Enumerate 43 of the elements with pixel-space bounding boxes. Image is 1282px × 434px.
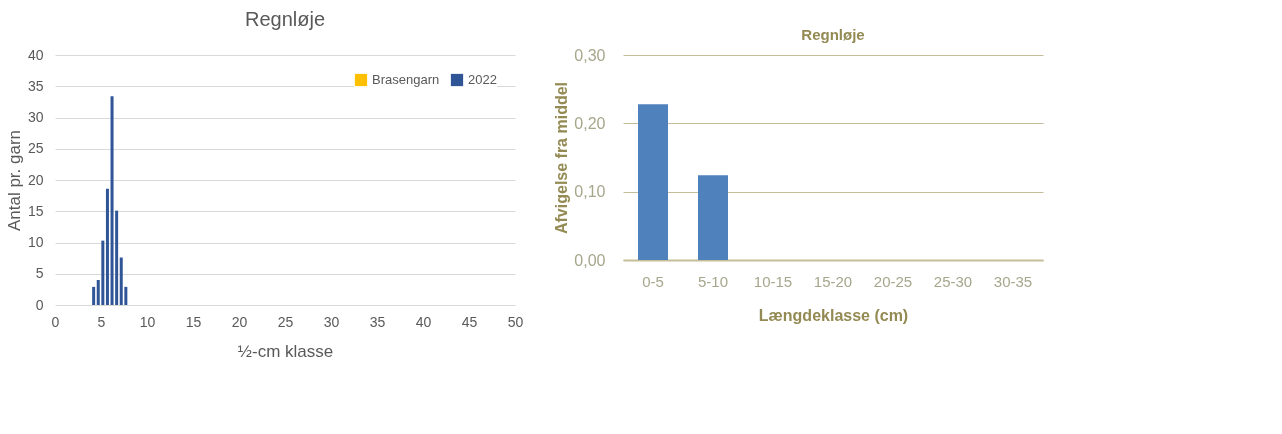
x-tick-label: 5-10 (697, 272, 729, 290)
legend-label: Brasengarn (372, 72, 440, 87)
y-tick-label: 35 (27, 77, 44, 94)
y-axis-title: Antal pr. garn (4, 129, 24, 232)
bar (119, 257, 123, 305)
bar (92, 286, 96, 305)
x-tick-label: 30-35 (993, 272, 1033, 290)
x-tick-label: 50 (507, 313, 524, 330)
y-tick-label: 0,10 (574, 183, 606, 201)
x-tick-label: 5 (97, 313, 106, 330)
legend-label: 2022 (468, 72, 497, 87)
y-tick-label: 0,30 (574, 46, 606, 64)
x-tick-label: 0 (51, 313, 60, 330)
x-tick-label: 45 (461, 313, 478, 330)
x-tick-label: 25-30 (933, 272, 973, 290)
y-tick-label: 0,00 (574, 251, 606, 269)
y-axis-title: Afvigelse fra middel (553, 81, 571, 235)
y-tick-label: 30 (27, 109, 44, 125)
x-tick-label: 15 (185, 313, 202, 330)
x-axis-title: ½-cm klasse (237, 341, 334, 361)
x-tick-label: 0-5 (642, 272, 664, 290)
x-tick-label: 20 (231, 313, 248, 330)
bar (105, 188, 109, 305)
x-tick-label: 10 (139, 313, 156, 330)
y-tick-label: 15 (27, 202, 44, 219)
x-axis-title: Længdeklasse (cm) (758, 306, 909, 324)
chart-title: Regnløje (801, 26, 865, 43)
y-tick-label: 10 (27, 234, 44, 250)
x-tick-label: 40 (415, 313, 432, 330)
bar (110, 96, 114, 305)
y-tick-label: 0,20 (574, 114, 606, 132)
y-tick-label: 0 (35, 296, 44, 313)
x-tick-label: 10-15 (753, 272, 793, 290)
x-tick-label: 15-20 (813, 272, 853, 290)
x-tick-label: 35 (369, 313, 386, 330)
y-tick-label: 20 (27, 171, 44, 188)
x-tick-label: 30 (323, 313, 340, 330)
y-tick-label: 40 (27, 46, 44, 63)
chart-title: Regnløje (244, 8, 326, 30)
x-tick-label: 20-25 (873, 272, 913, 290)
bar (101, 240, 105, 305)
y-tick-label: 25 (27, 140, 44, 157)
x-tick-label: 25 (277, 313, 294, 330)
